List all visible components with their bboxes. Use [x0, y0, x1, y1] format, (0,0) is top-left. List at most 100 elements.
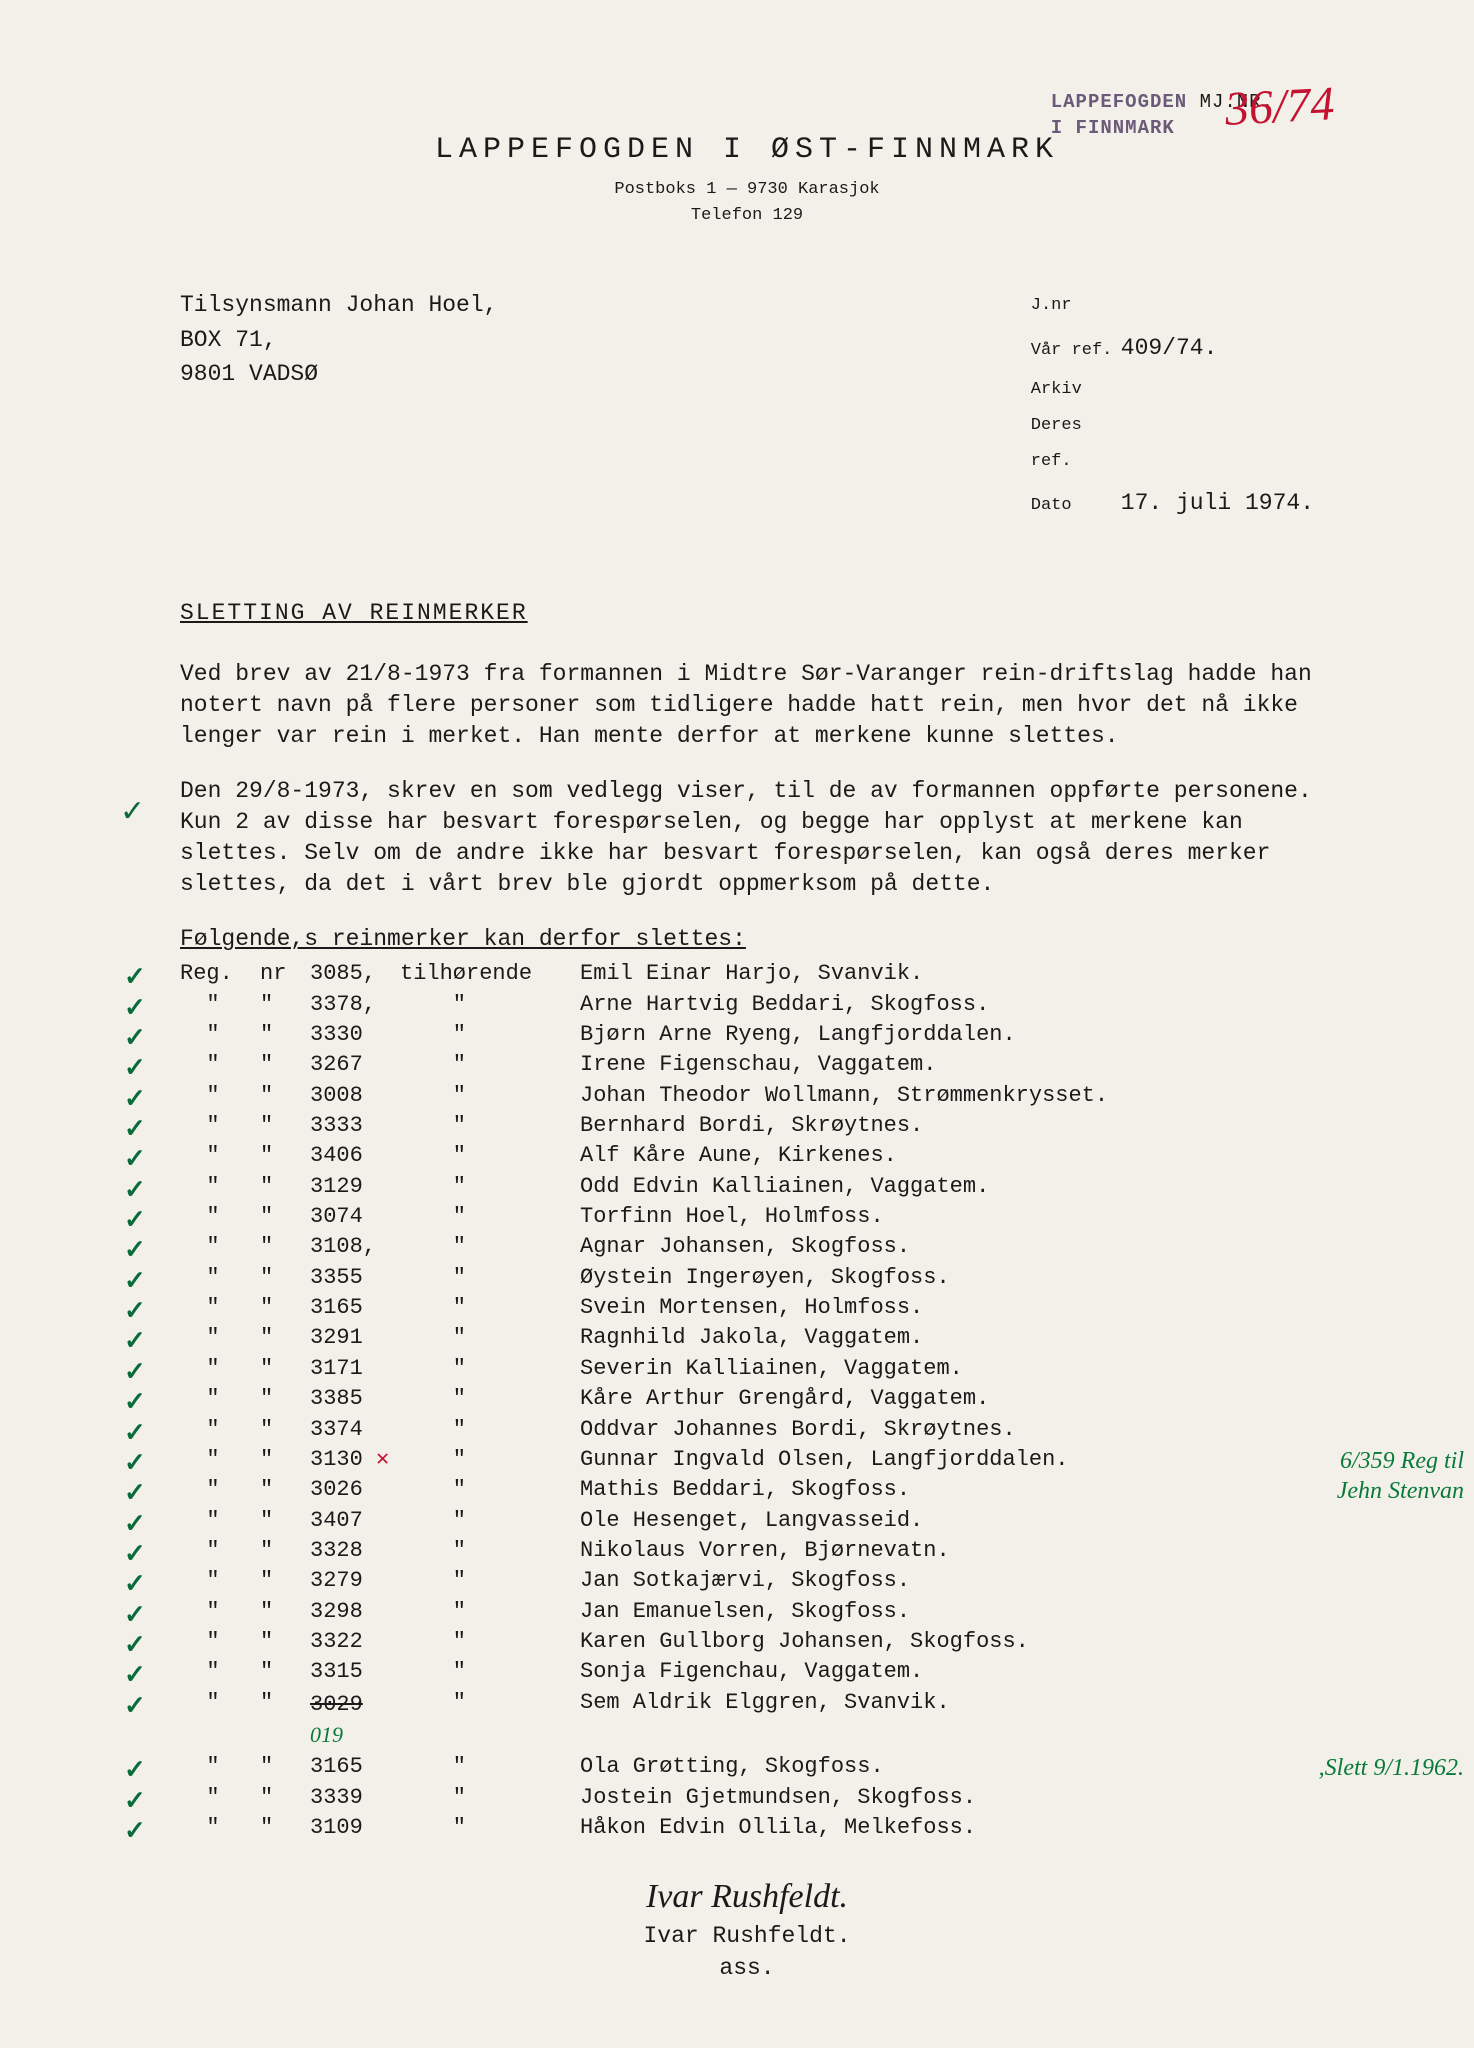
ditto-mark: " [260, 1597, 310, 1627]
person-name: Nikolaus Vorren, Bjørnevatn. [580, 1536, 1314, 1566]
ditto-mark: " [260, 1081, 310, 1111]
ditto-mark: " [180, 1111, 260, 1141]
signature-title: ass. [180, 1953, 1314, 1984]
ditto-mark: " [180, 1506, 260, 1536]
reg-number: 3279 [310, 1566, 400, 1596]
table-row: ✓ ""3328 "Nikolaus Vorren, Bjørnevatn. [180, 1536, 1314, 1566]
ditto-mark: " [180, 1202, 260, 1232]
varref-value: 409/74. [1121, 335, 1218, 361]
list-intro: Følgende,s reinmerker kan derfor slettes… [180, 924, 1314, 955]
person-name: Jan Emanuelsen, Skogfoss. [580, 1597, 1314, 1627]
table-row: ✓ ""3355 "Øystein Ingerøyen, Skogfoss. [180, 1263, 1314, 1293]
ditto-mark: " [180, 1445, 260, 1475]
person-name: Bjørn Arne Ryeng, Langfjorddalen. [580, 1020, 1314, 1050]
check-icon: ✓ [124, 1688, 146, 1724]
ditto-mark: " [400, 1536, 580, 1566]
reg-number: 3378, [310, 990, 400, 1020]
register-table: ✓Reg.nr3085,tilhørendeEmil Einar Harjo, … [180, 959, 1314, 1843]
ditto-mark: " [180, 1627, 260, 1657]
table-row: ✓ ""3374 "Oddvar Johannes Bordi, Skrøytn… [180, 1415, 1314, 1445]
ditto-mark: " [260, 1813, 310, 1843]
ditto-mark: " [180, 1323, 260, 1353]
table-row: ✓ ""3330 "Bjørn Arne Ryeng, Langfjorddal… [180, 1020, 1314, 1050]
person-name: Torfinn Hoel, Holmfoss. [580, 1202, 1314, 1232]
ditto-mark: " [180, 1050, 260, 1080]
table-row: ✓ ""3406 "Alf Kåre Aune, Kirkenes. [180, 1141, 1314, 1171]
ditto-mark: " [400, 1813, 580, 1843]
ditto-mark: " [400, 1384, 580, 1414]
margin-checkmark: ✓ [120, 792, 145, 833]
recipient-line1: Tilsynsmann Johan Hoel, [180, 288, 497, 323]
table-row: ✓ ""3322 "Karen Gullborg Johansen, Skogf… [180, 1627, 1314, 1657]
ditto-mark: " [180, 1172, 260, 1202]
margin-annotation: 6/359 Reg til [1340, 1445, 1464, 1478]
person-name: Ola Grøtting, Skogfoss. [580, 1752, 1314, 1782]
ditto-mark: " [400, 1475, 580, 1505]
ditto-mark: " [400, 1688, 580, 1753]
reg-number: 3108, [310, 1232, 400, 1262]
ditto-mark: " [260, 1752, 310, 1782]
reg-number: 3315 [310, 1657, 400, 1687]
reg-number: 3355 [310, 1263, 400, 1293]
person-name: Kåre Arthur Grengård, Vaggatem. [580, 1384, 1314, 1414]
reg-number: 3008 [310, 1081, 400, 1111]
tilhorende-label: tilhørende [400, 959, 580, 989]
reg-number: 3165 [310, 1752, 400, 1782]
reg-number: 3298 [310, 1597, 400, 1627]
ditto-mark: " [260, 1627, 310, 1657]
ditto-mark: " [260, 1354, 310, 1384]
ditto-mark: " [400, 1415, 580, 1445]
table-row: ✓ ""3029 019 "Sem Aldrik Elggren, Svanvi… [180, 1688, 1314, 1753]
ditto-mark: " [180, 1752, 260, 1782]
reg-number: 3291 [310, 1323, 400, 1353]
ditto-mark: " [260, 1050, 310, 1080]
handwritten-number: 36/74 [1223, 72, 1336, 142]
person-name: Øystein Ingerøyen, Skogfoss. [580, 1263, 1314, 1293]
reg-number: 3374 [310, 1415, 400, 1445]
ditto-mark: " [400, 1111, 580, 1141]
ditto-mark: " [400, 1354, 580, 1384]
person-name: Ole Hesenget, Langvasseid. [580, 1506, 1314, 1536]
ditto-mark: " [260, 1475, 310, 1505]
reg-number: 3029 019 [310, 1688, 400, 1753]
reg-number: 3330 [310, 1020, 400, 1050]
person-name: Irene Figenschau, Vaggatem. [580, 1050, 1314, 1080]
table-row: ✓ ""3378, "Arne Hartvig Beddari, Skogfos… [180, 990, 1314, 1020]
reg-number: 3333 [310, 1111, 400, 1141]
reg-number: 3328 [310, 1536, 400, 1566]
person-name: Svein Mortensen, Holmfoss. [580, 1293, 1314, 1323]
person-name: Jostein Gjetmundsen, Skogfoss. [580, 1783, 1314, 1813]
ditto-mark: " [400, 1202, 580, 1232]
ditto-mark: " [400, 1597, 580, 1627]
signature-block: Ivar Rushfeldt. Ivar Rushfeldt. ass. [180, 1874, 1314, 1984]
ditto-mark: " [400, 1020, 580, 1050]
table-row: ✓ ""3109 "Håkon Edvin Ollila, Melkefoss. [180, 1813, 1314, 1843]
ditto-mark: " [260, 1536, 310, 1566]
nr-label: nr [260, 959, 310, 989]
ditto-mark: " [400, 1141, 580, 1171]
reg-number: 3267 [310, 1050, 400, 1080]
ditto-mark: " [400, 1050, 580, 1080]
reg-number: 3074 [310, 1202, 400, 1232]
ditto-mark: " [180, 1020, 260, 1050]
ditto-mark: " [260, 1566, 310, 1596]
signature-handwritten: Ivar Rushfeldt. [180, 1874, 1314, 1920]
ditto-mark: " [180, 1141, 260, 1171]
margin-annotation: Jehn Stenvan [1337, 1475, 1464, 1508]
table-row: ✓ ""3315 "Sonja Figenchau, Vaggatem. [180, 1657, 1314, 1687]
ditto-mark: " [180, 990, 260, 1020]
person-name: Ragnhild Jakola, Vaggatem. [580, 1323, 1314, 1353]
ditto-mark: " [260, 1020, 310, 1050]
refs-block: J.nr Vår ref.409/74. Arkiv Deres ref. Da… [1031, 288, 1314, 527]
reg-number: 3026 [310, 1475, 400, 1505]
reg-number: 3406 [310, 1141, 400, 1171]
margin-annotation: ,Slett 9/1.1962. [1319, 1752, 1464, 1785]
signature-typed: Ivar Rushfeldt. [180, 1921, 1314, 1952]
ditto-mark: " [180, 1293, 260, 1323]
person-name: Johan Theodor Wollmann, Strømmenkrysset. [580, 1081, 1314, 1111]
person-name: Sem Aldrik Elggren, Svanvik. [580, 1688, 1314, 1753]
person-name: Arne Hartvig Beddari, Skogfoss. [580, 990, 1314, 1020]
table-row: ✓ ""3279 "Jan Sotkajærvi, Skogfoss. [180, 1566, 1314, 1596]
reg-number: 3339 [310, 1783, 400, 1813]
ditto-mark: " [400, 990, 580, 1020]
